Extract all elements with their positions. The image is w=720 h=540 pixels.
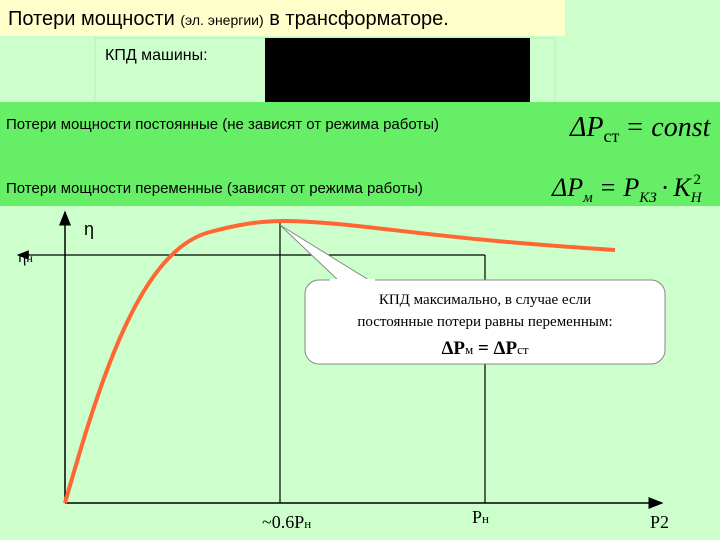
callout-line: постоянные потери равны переменным:	[357, 314, 612, 330]
formula-sub: ст	[604, 126, 620, 146]
formula-sub: м	[582, 190, 593, 206]
title: Потери мощности (эл. энергии) в трансфор…	[8, 8, 449, 30]
title-box	[0, 0, 565, 36]
formula-part: ·	[661, 173, 670, 202]
formula-sub: ст	[517, 342, 529, 357]
efficiency-curve	[63, 218, 616, 504]
callout-formula: ΔPм = ΔPст	[441, 338, 528, 359]
formula-part: ΔP	[569, 112, 604, 143]
x-label-optimum: ~0.6Pн	[262, 512, 311, 532]
label-sub: н	[304, 516, 311, 531]
x-label-rated: Pн	[472, 507, 489, 527]
formula-part: = ΔP	[473, 338, 517, 359]
formula-part: P	[622, 173, 639, 202]
symbol-sub: н	[26, 251, 33, 265]
constant-losses-formula: ΔPст = const	[569, 112, 712, 146]
callout-joint	[330, 279, 375, 283]
formula-part: =	[601, 173, 616, 202]
symbol: η	[18, 249, 26, 266]
label-sub: 2	[660, 512, 669, 532]
label-sub: н	[482, 511, 489, 526]
title-note: (эл. энергии)	[180, 12, 263, 28]
rated-efficiency-label: ηн	[18, 249, 33, 266]
constant-losses-text: Потери мощности постоянные (не зависят о…	[6, 116, 439, 133]
formula-part: ΔP	[441, 338, 465, 359]
formula-part: ΔP	[551, 173, 583, 202]
callout-line: КПД максимально, в случае если	[379, 292, 591, 308]
formula-sub: м	[465, 342, 473, 357]
formula-part: K	[672, 173, 692, 202]
callout	[304, 279, 666, 365]
efficiency-label: КПД машины:	[105, 47, 208, 64]
label-part: P	[650, 512, 660, 532]
formula-sup: 2	[694, 172, 702, 188]
variable-losses-text: Потери мощности переменные (зависят от р…	[6, 180, 423, 197]
formula-sub: КЗ	[638, 190, 657, 206]
hidden-formula	[265, 38, 530, 104]
losses-band	[0, 102, 720, 206]
title-main: Потери мощности	[8, 8, 175, 30]
label-part: P	[472, 507, 482, 527]
variable-losses-formula: ΔPм = PКЗ · KН 2	[551, 172, 703, 206]
formula-part: = const	[625, 112, 711, 143]
x-axis-label: P2	[650, 512, 669, 532]
title-tail: в трансформаторе.	[269, 8, 449, 30]
label-part: ~0.6P	[262, 512, 304, 532]
formula-sub: Н	[690, 190, 703, 206]
y-axis-label: η	[84, 219, 94, 239]
